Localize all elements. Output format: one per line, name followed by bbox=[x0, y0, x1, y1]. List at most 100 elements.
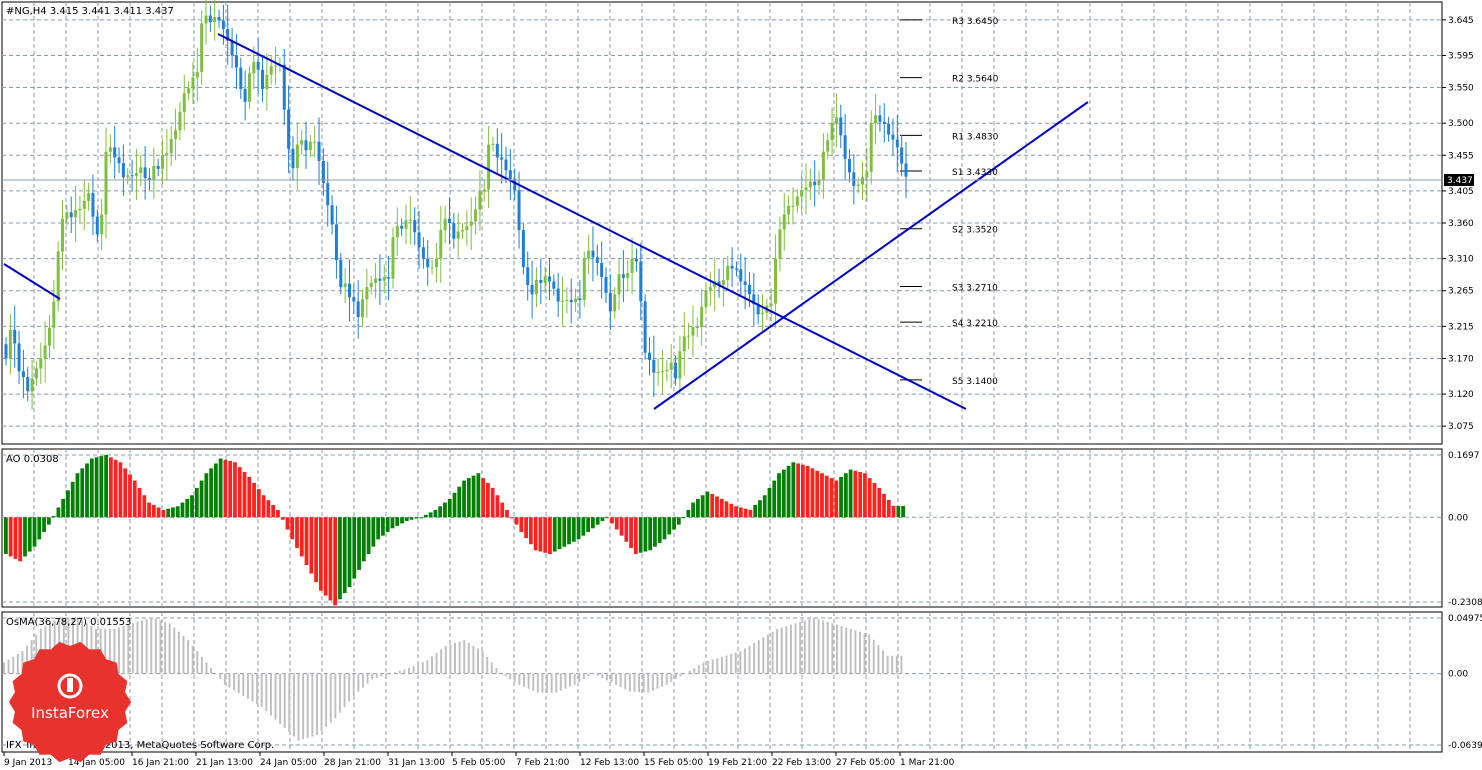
ao-bar bbox=[853, 470, 858, 518]
candle-body bbox=[400, 225, 404, 229]
candle-body bbox=[326, 183, 330, 206]
ao-bar bbox=[190, 495, 194, 518]
ao-bar bbox=[839, 476, 843, 518]
ao-bar bbox=[476, 473, 481, 518]
ao-bar bbox=[75, 473, 80, 518]
candle-body bbox=[204, 15, 208, 24]
candle-body bbox=[34, 368, 38, 379]
candle-body bbox=[21, 371, 25, 377]
candle-body bbox=[321, 160, 325, 184]
price-panel[interactable] bbox=[1, 1, 1443, 445]
candle-body bbox=[647, 352, 651, 360]
candle-body bbox=[517, 190, 521, 231]
time-tick-label: 5 Feb 05:00 bbox=[452, 758, 506, 768]
ao-bar bbox=[466, 478, 471, 518]
ao-tick-label: 0.1697 bbox=[1448, 451, 1480, 461]
osma-histogram bbox=[3, 617, 903, 741]
candle-body bbox=[26, 376, 30, 392]
candle-body bbox=[339, 260, 343, 288]
ao-bar bbox=[428, 512, 433, 518]
ao-bar bbox=[524, 517, 528, 539]
ao-bar bbox=[276, 509, 280, 518]
ao-bar bbox=[304, 517, 309, 566]
ao-bar bbox=[552, 517, 557, 552]
ao-bar bbox=[629, 517, 633, 548]
ao-bar bbox=[796, 463, 801, 518]
ao-bar bbox=[209, 468, 213, 518]
candle-body bbox=[643, 301, 647, 353]
trendline bbox=[217, 33, 967, 410]
candle-body bbox=[726, 265, 730, 281]
ao-bar bbox=[23, 517, 27, 557]
candle-body bbox=[439, 230, 443, 259]
ao-bar bbox=[691, 502, 696, 518]
candle-body bbox=[734, 268, 738, 270]
ao-bar bbox=[99, 456, 104, 518]
ao-bar bbox=[447, 498, 452, 518]
candle-body bbox=[847, 158, 851, 173]
ao-bar bbox=[848, 469, 853, 518]
candle-body bbox=[426, 258, 430, 268]
ao-bar bbox=[85, 463, 89, 518]
ao-bar bbox=[32, 517, 37, 547]
time-tick-label: 9 Jan 2013 bbox=[4, 758, 52, 768]
ao-panel[interactable] bbox=[1, 448, 1443, 608]
candle-body bbox=[265, 74, 269, 89]
candle-body bbox=[391, 237, 395, 279]
ao-bar bbox=[261, 495, 266, 518]
candle-body bbox=[491, 143, 495, 145]
candle-body bbox=[652, 359, 656, 373]
ao-bar bbox=[762, 495, 767, 518]
candle-body bbox=[69, 212, 73, 218]
ao-bar bbox=[199, 480, 204, 518]
time-tick-label: 7 Feb 21:00 bbox=[516, 758, 570, 768]
candle-body bbox=[634, 258, 638, 262]
candle-body bbox=[108, 147, 112, 152]
candle-body bbox=[461, 230, 465, 232]
ao-bar bbox=[581, 517, 586, 536]
time-tick-label: 15 Feb 05:00 bbox=[644, 758, 703, 768]
candle-body bbox=[561, 300, 565, 302]
candle-body bbox=[287, 109, 291, 149]
candle-body bbox=[839, 117, 843, 136]
ao-bar bbox=[27, 517, 32, 552]
candle-body bbox=[117, 157, 121, 164]
candle-body bbox=[552, 281, 556, 289]
ao-bar bbox=[528, 517, 533, 545]
ao-bar bbox=[132, 480, 137, 518]
price-tick-label: 3.120 bbox=[1448, 390, 1474, 400]
ao-bar bbox=[748, 509, 753, 518]
ao-bar bbox=[171, 507, 175, 518]
candle-body bbox=[891, 134, 895, 140]
ao-bar bbox=[46, 517, 51, 525]
candle-body bbox=[304, 140, 308, 151]
ao-bar bbox=[233, 462, 237, 518]
trendlines[interactable] bbox=[3, 33, 1089, 410]
ao-bar bbox=[61, 498, 66, 518]
osma-panel[interactable] bbox=[1, 611, 1443, 753]
candle-body bbox=[574, 298, 578, 303]
ao-bar bbox=[653, 517, 657, 547]
ao-bar bbox=[142, 495, 147, 518]
ao-bar bbox=[51, 516, 56, 518]
candle-body bbox=[17, 343, 21, 372]
osma-tick-label: -0.0639 bbox=[1448, 741, 1482, 751]
ao-bar bbox=[700, 495, 705, 518]
ao-bar bbox=[228, 461, 233, 518]
ao-bar bbox=[753, 505, 758, 518]
candle-body bbox=[161, 155, 165, 169]
ao-bar bbox=[815, 470, 820, 518]
candle-body bbox=[800, 190, 804, 197]
ao-bar bbox=[595, 517, 600, 525]
candle-body bbox=[295, 144, 299, 169]
candle-body bbox=[621, 274, 625, 278]
ao-bar bbox=[863, 473, 867, 518]
candle-body bbox=[152, 165, 156, 181]
ao-bar bbox=[820, 473, 824, 518]
candle-body bbox=[156, 165, 160, 169]
candle-body bbox=[300, 140, 304, 145]
candle-body bbox=[661, 371, 665, 373]
price-tick-label: 3.405 bbox=[1448, 187, 1474, 197]
candle-body bbox=[556, 288, 560, 302]
